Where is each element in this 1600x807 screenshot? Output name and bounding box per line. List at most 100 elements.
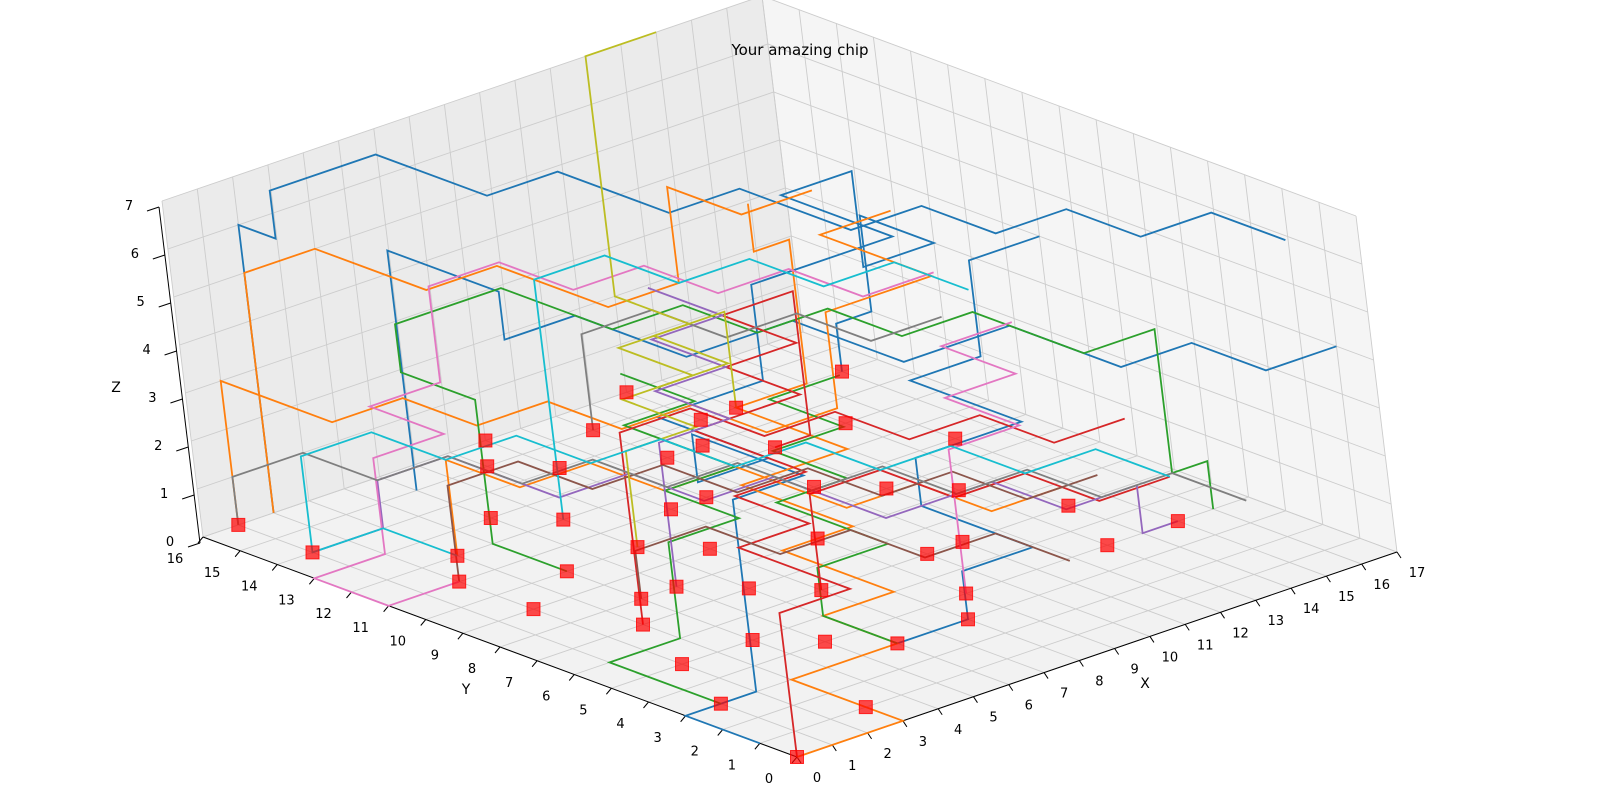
y-tick-mark [494, 646, 501, 654]
wire-path [311, 261, 934, 607]
gate-marker [636, 617, 650, 632]
wire-path [733, 203, 906, 758]
x-tick-label: 4 [954, 723, 962, 738]
gate-marker [619, 385, 634, 400]
x-tick-mark [831, 744, 837, 752]
gate-marker [879, 481, 894, 496]
y-tick-label: 11 [352, 621, 369, 636]
wire-path [533, 254, 969, 520]
z-tick-mark [158, 302, 171, 308]
wire-path [231, 451, 1247, 526]
z-tick-mark [146, 206, 160, 212]
x-tick-mark [1220, 612, 1225, 619]
x-tick-label: 8 [1095, 675, 1103, 690]
gate-marker [959, 586, 974, 601]
y-tick-label: 3 [653, 731, 661, 746]
gate-marker [552, 461, 567, 475]
grid-line-z [202, 331, 1398, 553]
x-axis-label: X [1140, 676, 1150, 692]
x-tick-label: 7 [1060, 687, 1068, 702]
gate-marker [810, 531, 825, 546]
y-tick-label: 5 [579, 703, 587, 718]
z-tick-label: 0 [166, 535, 174, 550]
y-tick-label: 14 [241, 580, 258, 595]
gate-marker [634, 591, 649, 606]
gate-marker [556, 512, 571, 527]
gate-marker [955, 534, 970, 549]
z-tick-label: 6 [131, 247, 139, 262]
gate-marker [948, 431, 963, 446]
x-tick-label: 11 [1197, 638, 1214, 653]
gate-marker [818, 634, 832, 649]
grid-line-z [161, 0, 1357, 217]
wire-path [580, 309, 942, 431]
y-tick-label: 4 [616, 717, 624, 732]
z-tick-label: 2 [154, 439, 162, 454]
grid-line-z [179, 139, 1374, 361]
gate-marker [586, 423, 601, 438]
gate-marker [835, 364, 849, 379]
gate-marker [1170, 514, 1185, 529]
y-axis-label: Y [461, 682, 471, 698]
y-tick-mark [271, 564, 278, 571]
y-tick-mark [420, 619, 427, 626]
gate-marker [480, 459, 495, 474]
y-tick-label: 6 [542, 690, 550, 705]
wire-path [299, 431, 1171, 557]
z-axis-line [158, 206, 201, 544]
gate-marker [713, 696, 728, 711]
x-tick-mark [1396, 551, 1402, 559]
gate-marker [768, 440, 782, 455]
x-tick-mark [1361, 563, 1367, 571]
z-tick-mark [181, 494, 195, 500]
y-tick-label: 16 [167, 552, 184, 567]
x-tick-mark [1078, 660, 1084, 667]
x-tick-label: 15 [1338, 590, 1355, 605]
z-axis-label: Z [111, 380, 121, 396]
grid-line-z [185, 187, 1380, 409]
y-tick-mark [754, 742, 761, 750]
y-tick-mark [308, 577, 315, 585]
gate-marker [669, 579, 684, 594]
gate-marker [790, 750, 804, 764]
y-tick-mark [383, 605, 390, 613]
gate-marker [961, 612, 975, 627]
z-tick-label: 7 [125, 199, 133, 214]
x-tick-label: 17 [1409, 566, 1426, 581]
z-tick-mark [170, 398, 183, 404]
x-tick-label: 14 [1303, 602, 1320, 617]
gate-marker [664, 502, 678, 517]
y-tick-label: 2 [691, 745, 699, 760]
z-tick-label: 1 [160, 487, 168, 502]
gate-marker [699, 490, 714, 505]
y-tick-label: 15 [204, 566, 221, 581]
x-tick-mark [902, 720, 908, 728]
y-tick-label: 7 [505, 676, 513, 691]
x-tick-label: 10 [1162, 650, 1179, 665]
y-tick-mark [605, 687, 612, 695]
gate-marker [1061, 498, 1076, 513]
x-tick-mark [1255, 599, 1261, 607]
grid-line-z [191, 235, 1386, 457]
x-tick-label: 2 [883, 747, 891, 762]
wire-path [618, 407, 1125, 625]
gate-marker [951, 483, 966, 498]
gate-marker [526, 602, 541, 617]
wire-path [651, 310, 737, 408]
gate-marker [675, 657, 689, 672]
x-tick-mark [1325, 575, 1331, 583]
gate-marker [559, 564, 574, 579]
y-tick-mark [531, 660, 538, 668]
gate-marker [231, 517, 246, 532]
gate-marker [702, 541, 717, 556]
chart-title: Your amazing chip [730, 41, 868, 59]
x-tick-label: 6 [1025, 699, 1033, 714]
grid-line-z [196, 283, 1392, 505]
z-tick-mark [187, 542, 201, 548]
x-tick-mark [867, 732, 873, 740]
x-tick-label: 9 [1130, 663, 1138, 678]
gate-marker [729, 400, 744, 415]
z-tick-mark [176, 446, 189, 452]
y-tick-label: 12 [315, 607, 332, 622]
